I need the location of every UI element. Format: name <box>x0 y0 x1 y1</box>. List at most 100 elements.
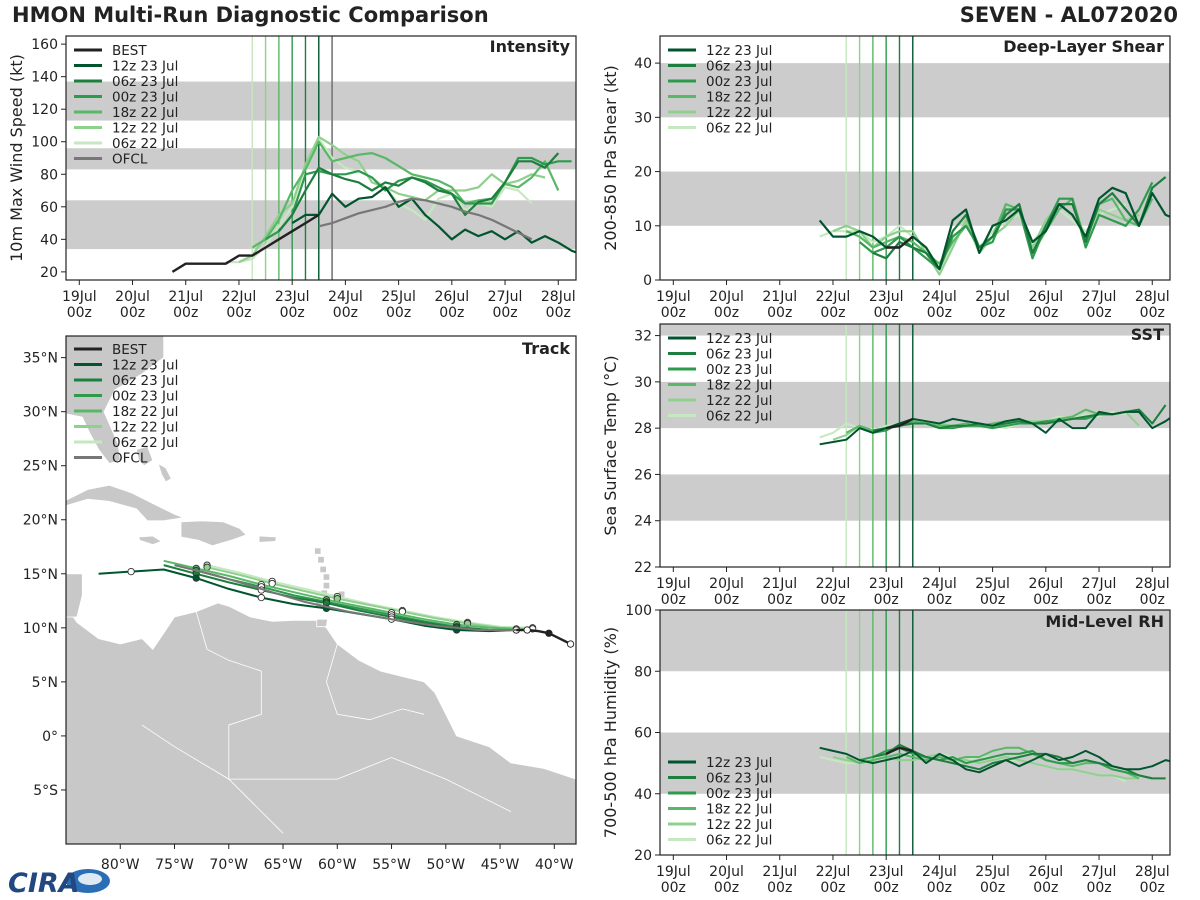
shear-xtick-label-day: 27Jul <box>1082 289 1117 305</box>
sst-band-1 <box>660 381 1170 429</box>
florida-landmass <box>66 336 165 464</box>
track-legend-label-best: BEST <box>112 342 147 358</box>
intensity-series-18z-22-jul <box>251 140 560 249</box>
shear-xtick-label-day: 22Jul <box>816 289 851 305</box>
shear-ytick-label: 0 <box>643 273 652 289</box>
intensity-xtick-label-hour: 00z <box>120 305 145 321</box>
rh-xtick-label-hour: 00z <box>767 880 792 896</box>
shear-xtick-label-day: 26Jul <box>1028 289 1063 305</box>
rh-xtick-label-hour: 00z <box>714 880 739 896</box>
shear-legend-label-06z-23-jul: 06z 23 Jul <box>706 59 772 75</box>
intensity-title: Intensity <box>490 37 571 56</box>
sst-xtick-label-day: 26Jul <box>1028 576 1063 592</box>
sst-legend-label-12z-22-jul: 12z 22 Jul <box>706 393 772 409</box>
rh-band-1 <box>660 610 1170 672</box>
shear-legend-label-18z-22-jul: 18z 22 Jul <box>706 90 772 106</box>
shear-band-1 <box>660 63 1170 118</box>
shear-xtick-label-day: 21Jul <box>762 289 797 305</box>
intensity-xtick-label-day: 19Jul <box>62 289 97 305</box>
intensity-xtick-label-hour: 00z <box>173 305 198 321</box>
rh-xtick-label-day: 26Jul <box>1028 864 1063 880</box>
rh-xtick-label-hour: 00z <box>1033 880 1058 896</box>
rh-ytick-label: 20 <box>634 848 652 864</box>
intensity-ylabel: 10m Max Wind Speed (kt) <box>7 54 26 262</box>
shear-xtick-label-hour: 00z <box>714 305 739 321</box>
intensity-plot-area <box>66 36 576 280</box>
sst-series-12z-23-jul <box>819 410 1170 446</box>
track-legend-label-12z-22-jul: 12z 22 Jul <box>112 420 178 436</box>
rh-xtick-label-day: 25Jul <box>975 864 1010 880</box>
sst-band-2 <box>660 324 1170 336</box>
shear-series-00z-23-jul <box>858 181 1154 271</box>
sst-panel: 22242628303219Jul00z20Jul00z21Jul00z22Ju… <box>601 323 1171 608</box>
sst-ytick-label: 30 <box>634 375 652 391</box>
shear-series-best <box>886 235 914 249</box>
track-series-18z-22-jul <box>163 559 517 630</box>
central-america-landmass <box>66 573 83 618</box>
shear-xtick-label-day: 28Jul <box>1135 289 1170 305</box>
sst-series-best <box>885 417 914 430</box>
sst-xtick-label-day: 25Jul <box>975 576 1010 592</box>
shear-legend-label-06z-22-jul: 06z 22 Jul <box>706 121 772 137</box>
shear-band-0 <box>660 171 1170 226</box>
rh-xtick-label-day: 20Jul <box>709 864 744 880</box>
intensity-series-best <box>171 213 320 273</box>
sst-legend-label-18z-22-jul: 18z 22 Jul <box>706 378 772 394</box>
intensity-series-12z-22-jul <box>238 135 546 264</box>
rh-series-12z-23-jul <box>819 746 1170 774</box>
hispaniola-landmass <box>180 520 247 547</box>
shear-xtick-label-hour: 00z <box>1140 305 1165 321</box>
sst-xtick-label-hour: 00z <box>714 592 739 608</box>
sst-legend-label-00z-23-jul: 00z 23 Jul <box>706 362 772 378</box>
rh-title: Mid-Level RH <box>1045 612 1164 631</box>
track-point-best <box>523 626 531 634</box>
sst-xtick-label-day: 23Jul <box>869 576 904 592</box>
south-america-landmass <box>66 602 576 844</box>
sst-xtick-label-day: 27Jul <box>1082 576 1117 592</box>
intensity-series-ofcl <box>318 197 533 241</box>
lesser-antilles-island <box>317 556 325 564</box>
country-border <box>141 724 284 834</box>
shear-ytick-label: 10 <box>634 219 652 235</box>
shear-ytick-label: 30 <box>634 110 652 126</box>
country-border <box>228 757 512 812</box>
bahamas-landmass <box>136 445 154 467</box>
intensity-legend-label-12z-22-jul: 12z 22 Jul <box>112 121 178 137</box>
intensity-ytick-label: 40 <box>40 232 58 248</box>
shear-xtick-label-hour: 00z <box>1033 305 1058 321</box>
cira-logo: CIRA <box>8 868 110 898</box>
sst-legend-label-12z-23-jul: 12z 23 Jul <box>706 331 772 347</box>
intensity-panel: 2040608010012014016019Jul00z20Jul00z21Ju… <box>7 35 577 321</box>
track-legend-label-ofcl: OFCL <box>112 451 148 467</box>
rh-xtick-label-hour: 00z <box>874 880 899 896</box>
intensity-ytick-label: 80 <box>40 167 58 183</box>
shear-xtick-label-hour: 00z <box>767 305 792 321</box>
intensity-series-12z-23-jul <box>291 186 576 254</box>
rh-legend-label-12z-23-jul: 12z 23 Jul <box>706 755 772 771</box>
intensity-legend-label-06z-22-jul: 06z 22 Jul <box>112 136 178 152</box>
rh-xtick-label-hour: 00z <box>820 880 845 896</box>
rh-legend-label-18z-22-jul: 18z 22 Jul <box>706 802 772 818</box>
figure-title: HMON Multi-Run Diagnostic Comparison <box>12 3 489 27</box>
sst-xtick-label-hour: 00z <box>1140 592 1165 608</box>
country-border <box>195 611 262 780</box>
rh-legend-label-00z-23-jul: 00z 23 Jul <box>706 786 772 802</box>
sst-xtick-label-hour: 00z <box>1033 592 1058 608</box>
intensity-xtick-label-day: 23Jul <box>275 289 310 305</box>
sst-xtick-label-day: 22Jul <box>816 576 851 592</box>
shear-frame <box>659 35 1171 281</box>
intensity-ytick-label: 100 <box>31 135 58 151</box>
country-border <box>325 643 425 721</box>
shear-ytick-label: 20 <box>634 165 652 181</box>
rh-xtick-label-day: 19Jul <box>656 864 691 880</box>
shear-xtick-label-hour: 00z <box>820 305 845 321</box>
intensity-legend-label-00z-23-jul: 00z 23 Jul <box>112 90 178 106</box>
sst-xtick-label-day: 19Jul <box>656 576 691 592</box>
sst-xtick-label-hour: 00z <box>820 592 845 608</box>
rh-series-best <box>885 746 914 755</box>
rh-legend-label-12z-22-jul: 12z 22 Jul <box>706 817 772 833</box>
bahamas-landmass <box>157 462 172 483</box>
intensity-legend-label-ofcl: OFCL <box>112 152 148 168</box>
intensity-ytick-label: 160 <box>31 37 58 53</box>
